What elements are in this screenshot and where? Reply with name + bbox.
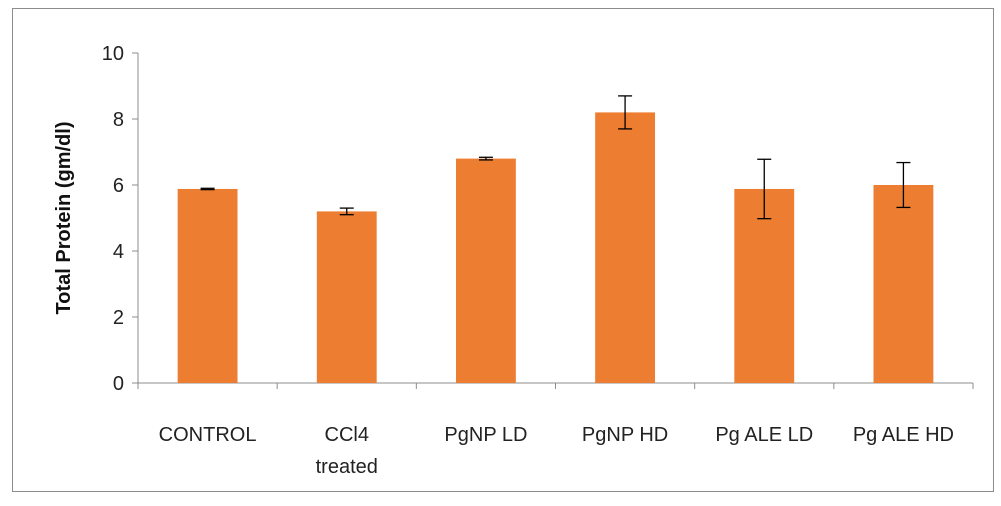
bar	[455, 158, 516, 383]
bar	[873, 185, 934, 383]
x-category-label: Pg ALE LD	[715, 424, 813, 446]
y-axis-label: Total Protein (gm/dl)	[53, 122, 75, 315]
bar	[595, 112, 656, 384]
bar	[316, 211, 377, 383]
bars	[177, 112, 934, 384]
y-tick-label: 2	[113, 307, 124, 329]
error-bars	[200, 95, 911, 220]
y-tick-label: 10	[102, 43, 124, 65]
x-category-label: CCl4	[325, 424, 369, 446]
x-category-label: PgNP LD	[444, 424, 527, 446]
y-tick-label: 4	[113, 241, 124, 263]
x-axis: CONTROL CCl4 treated PgNP LD PgNP HD Pg ALE L…	[137, 382, 974, 478]
bar	[734, 188, 795, 383]
x-category-label: PgNP HD	[582, 424, 668, 446]
y-axis: 0 2 4 6 8 10	[102, 43, 139, 395]
y-tick-label: 0	[113, 373, 124, 395]
bar	[177, 188, 238, 383]
x-category-label: treated	[316, 456, 378, 478]
x-category-label: Pg ALE HD	[853, 424, 954, 446]
y-tick-label: 6	[113, 175, 124, 197]
x-category-label: CONTROL	[159, 424, 257, 446]
y-tick-label: 8	[113, 109, 124, 131]
